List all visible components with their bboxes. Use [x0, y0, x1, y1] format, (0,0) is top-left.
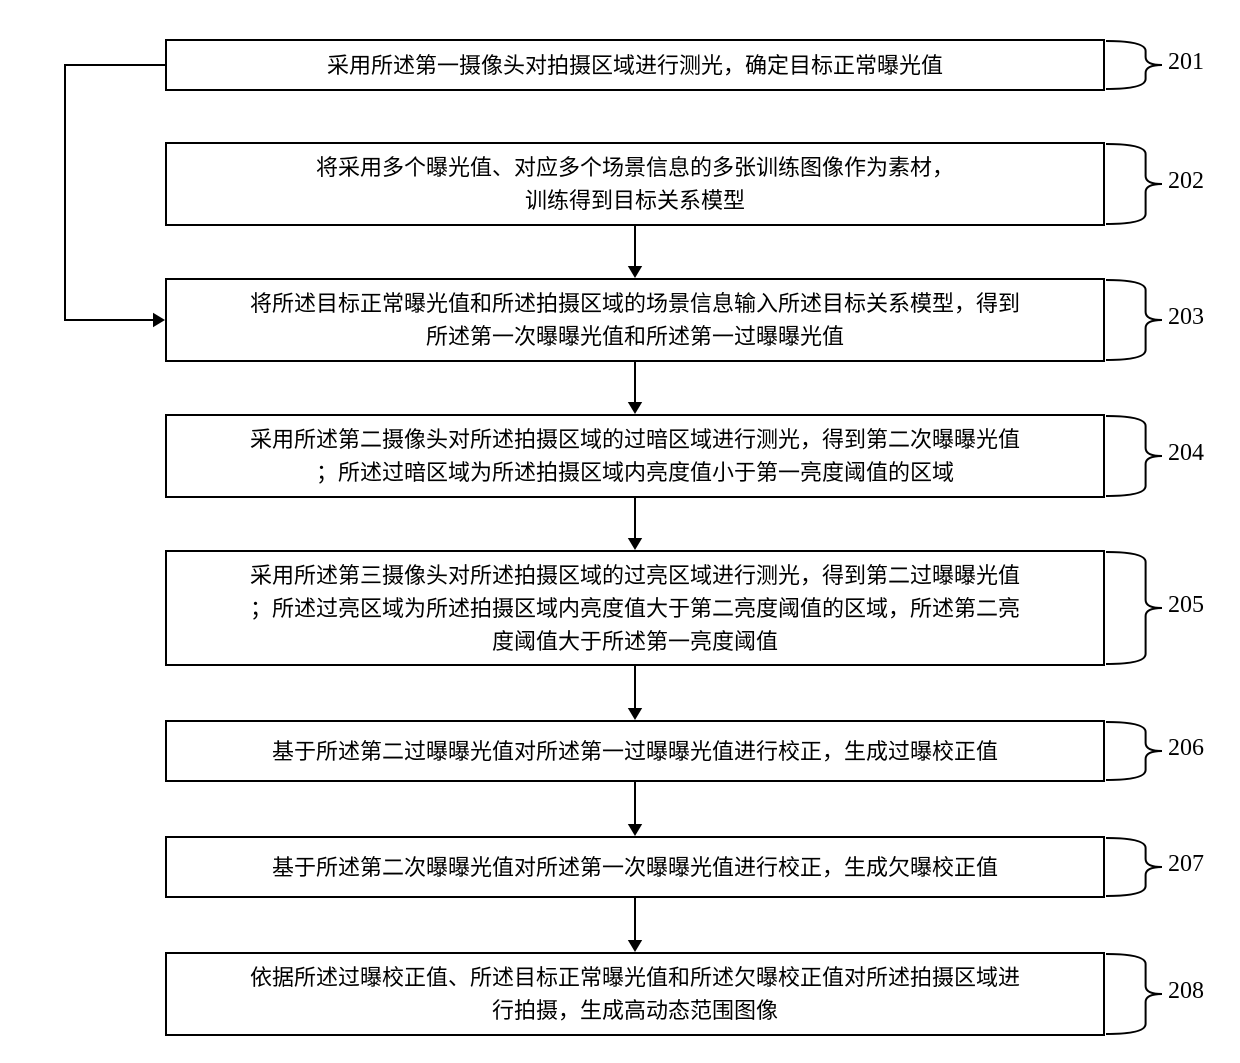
step-label-201: 201: [1168, 49, 1204, 76]
step-label-203: 203: [1168, 304, 1204, 331]
flow-arrow: [615, 898, 655, 952]
step-bracket: [1106, 952, 1164, 1036]
flow-node-n203: 将所述目标正常曝光值和所述拍摄区域的场景信息输入所述目标关系模型，得到所述第一次…: [165, 278, 1105, 362]
step-label-204: 204: [1168, 440, 1204, 467]
flow-node-text: 依据所述过曝校正值、所述目标正常曝光值和所述欠曝校正值对所述拍摄区域进行拍摄，生…: [187, 961, 1083, 1027]
flow-node-text: 将所述目标正常曝光值和所述拍摄区域的场景信息输入所述目标关系模型，得到所述第一次…: [187, 287, 1083, 353]
step-label-207: 207: [1168, 851, 1204, 878]
flow-arrow: [615, 362, 655, 414]
flow-node-n207: 基于所述第二次曝曝光值对所述第一次曝曝光值进行校正，生成欠曝校正值: [165, 836, 1105, 898]
flow-arrow: [615, 666, 655, 720]
step-label-208: 208: [1168, 978, 1204, 1005]
flow-node-n202: 将采用多个曝光值、对应多个场景信息的多张训练图像作为素材，训练得到目标关系模型: [165, 142, 1105, 226]
flow-node-n201: 采用所述第一摄像头对拍摄区域进行测光，确定目标正常曝光值: [165, 39, 1105, 91]
step-bracket: [1106, 836, 1164, 898]
flow-node-text: 基于所述第二次曝曝光值对所述第一次曝曝光值进行校正，生成欠曝校正值: [187, 851, 1083, 884]
step-bracket: [1106, 278, 1164, 362]
flow-node-n205: 采用所述第三摄像头对所述拍摄区域的过亮区域进行测光，得到第二过曝曝光值；所述过亮…: [165, 550, 1105, 666]
flow-node-text: 采用所述第二摄像头对所述拍摄区域的过暗区域进行测光，得到第二次曝曝光值；所述过暗…: [187, 423, 1083, 489]
step-bracket: [1106, 39, 1164, 91]
step-label-202: 202: [1168, 168, 1204, 195]
step-label-206: 206: [1168, 735, 1204, 762]
step-bracket: [1106, 142, 1164, 226]
flow-node-text: 将采用多个曝光值、对应多个场景信息的多张训练图像作为素材，训练得到目标关系模型: [187, 151, 1083, 217]
flowchart-canvas: 采用所述第一摄像头对拍摄区域进行测光，确定目标正常曝光值将采用多个曝光值、对应多…: [0, 0, 1240, 1063]
flow-arrow: [615, 782, 655, 836]
flow-node-text: 采用所述第一摄像头对拍摄区域进行测光，确定目标正常曝光值: [187, 49, 1083, 82]
flow-node-text: 基于所述第二过曝曝光值对所述第一过曝曝光值进行校正，生成过曝校正值: [187, 735, 1083, 768]
step-label-205: 205: [1168, 592, 1204, 619]
flow-node-n206: 基于所述第二过曝曝光值对所述第一过曝曝光值进行校正，生成过曝校正值: [165, 720, 1105, 782]
flow-node-n208: 依据所述过曝校正值、所述目标正常曝光值和所述欠曝校正值对所述拍摄区域进行拍摄，生…: [165, 952, 1105, 1036]
flow-node-n204: 采用所述第二摄像头对所述拍摄区域的过暗区域进行测光，得到第二次曝曝光值；所述过暗…: [165, 414, 1105, 498]
step-bracket: [1106, 414, 1164, 498]
step-bracket: [1106, 550, 1164, 666]
step-bracket: [1106, 720, 1164, 782]
flow-arrow: [615, 226, 655, 278]
flow-node-text: 采用所述第三摄像头对所述拍摄区域的过亮区域进行测光，得到第二过曝曝光值；所述过亮…: [187, 559, 1083, 658]
flow-arrow: [615, 498, 655, 550]
